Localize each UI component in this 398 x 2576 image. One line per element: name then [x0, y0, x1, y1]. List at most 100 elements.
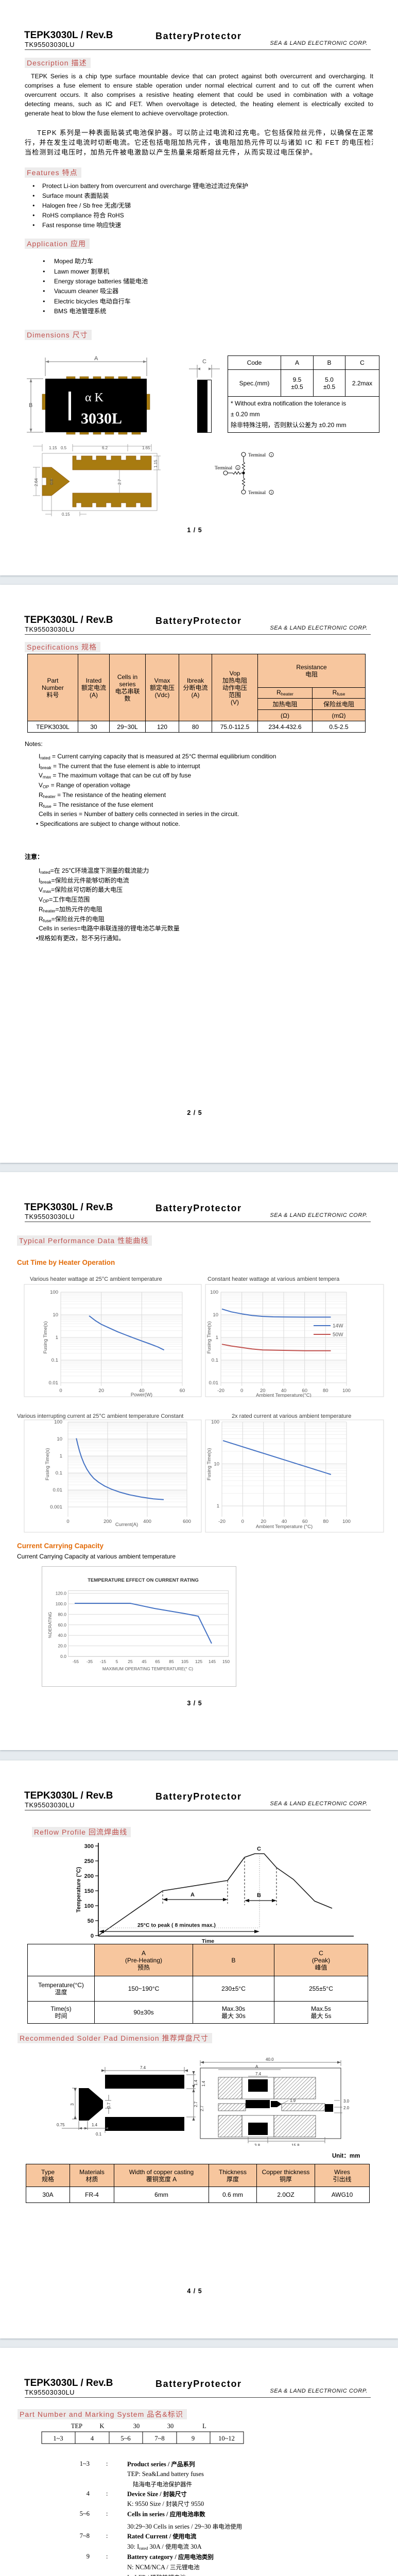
svg-text:C: C [202, 359, 206, 365]
svg-text:0: 0 [241, 1519, 244, 1524]
svg-text:145: 145 [209, 1659, 216, 1664]
svg-text:0.75: 0.75 [57, 2123, 65, 2127]
svg-text:1: 1 [216, 1335, 218, 1341]
svg-text:B: B [29, 402, 32, 409]
svg-text:30: 30 [133, 2422, 140, 2430]
svg-text:0: 0 [59, 1388, 62, 1394]
svg-text:Time: Time [202, 1938, 214, 1944]
svg-text:6.2: 6.2 [102, 446, 108, 450]
svg-text:40: 40 [139, 1388, 145, 1394]
svg-text:0.1: 0.1 [212, 1358, 218, 1363]
svg-text:Temperature (°C): Temperature (°C) [76, 1867, 82, 1912]
svg-text:Terminal: Terminal [248, 490, 266, 496]
svg-text:1: 1 [270, 453, 272, 457]
svg-text:A: A [191, 1892, 195, 1898]
svg-text:0.1: 0.1 [56, 1470, 62, 1476]
svg-text:45: 45 [142, 1659, 147, 1664]
svg-text:Fusing Time(s): Fusing Time(s) [206, 1321, 212, 1354]
svg-text:C: C [257, 1846, 261, 1852]
svg-text:K: K [99, 2422, 104, 2430]
svg-text:0.01: 0.01 [49, 1380, 59, 1386]
svg-text:250: 250 [84, 1858, 94, 1865]
svg-text:0.7: 0.7 [107, 2102, 111, 2108]
svg-text:1.65: 1.65 [142, 446, 150, 450]
svg-text:4: 4 [91, 2435, 94, 2442]
svg-text:100: 100 [50, 1290, 58, 1295]
svg-text:60: 60 [180, 1388, 185, 1394]
svg-text:%DERATING: %DERATING [47, 1612, 53, 1638]
svg-text:1: 1 [217, 1503, 219, 1509]
svg-text:0.01: 0.01 [209, 1380, 219, 1386]
svg-text:0: 0 [91, 1933, 94, 1939]
svg-text:2.0: 2.0 [343, 2106, 350, 2110]
svg-text:Ambient Temperature (°C): Ambient Temperature (°C) [256, 1524, 313, 1530]
svg-text:10: 10 [57, 1436, 62, 1442]
svg-text:2.7: 2.7 [194, 2101, 198, 2107]
svg-text:0.001: 0.001 [50, 1504, 62, 1510]
svg-text:200: 200 [84, 1873, 94, 1879]
svg-text:2: 2 [237, 466, 238, 470]
svg-text:0.01: 0.01 [53, 1487, 63, 1493]
svg-text:0.1: 0.1 [96, 2132, 102, 2137]
svg-text:25: 25 [128, 1659, 133, 1664]
svg-text:0: 0 [240, 1388, 243, 1394]
svg-text:Fusing Time(s): Fusing Time(s) [206, 1448, 212, 1481]
svg-text:2.7: 2.7 [117, 479, 122, 485]
svg-text:100: 100 [210, 1290, 218, 1295]
svg-text:-55: -55 [73, 1659, 79, 1664]
svg-text:Fusing Time(s): Fusing Time(s) [45, 1448, 50, 1481]
svg-text:100.0: 100.0 [56, 1601, 67, 1606]
svg-text:150: 150 [222, 1659, 230, 1664]
svg-text:1.4: 1.4 [92, 2123, 98, 2127]
svg-text:7.4: 7.4 [255, 2072, 262, 2076]
svg-text:-20: -20 [218, 1519, 226, 1524]
svg-text:3030L: 3030L [81, 410, 122, 427]
svg-text:40.0: 40.0 [266, 2057, 274, 2062]
svg-text:100: 100 [342, 1519, 351, 1524]
svg-text:B: B [257, 1892, 261, 1899]
svg-text:10: 10 [53, 1312, 58, 1318]
svg-text:Terminal: Terminal [215, 466, 233, 471]
svg-text:0.0: 0.0 [60, 1654, 66, 1659]
svg-text:Current(A): Current(A) [115, 1522, 138, 1528]
svg-text:MAXIMUM OPERATING TEMPERATURE(: MAXIMUM OPERATING TEMPERATURE(° C) [102, 1666, 193, 1671]
svg-text:TEP: TEP [71, 2422, 82, 2430]
svg-text:100: 100 [342, 1388, 351, 1394]
svg-text:Power(W): Power(W) [131, 1392, 152, 1397]
svg-text:1.4: 1.4 [201, 2080, 206, 2087]
svg-text:15.8: 15.8 [291, 2143, 300, 2146]
svg-text:25°C to peak ( 8 minutes max.): 25°C to peak ( 8 minutes max.) [137, 1922, 216, 1928]
svg-text:α K: α K [85, 391, 104, 404]
svg-text:50W: 50W [333, 1332, 343, 1338]
svg-text:Ambient Temperature(°C): Ambient Temperature(°C) [256, 1393, 312, 1397]
svg-text:10: 10 [213, 1312, 218, 1318]
svg-text:20: 20 [98, 1388, 104, 1394]
svg-text:0: 0 [66, 1519, 69, 1524]
svg-text:1: 1 [56, 1335, 58, 1341]
svg-text:1.15: 1.15 [153, 460, 158, 468]
svg-text:600: 600 [183, 1519, 191, 1524]
svg-text:Fusing Time(s): Fusing Time(s) [43, 1321, 48, 1354]
svg-text:50: 50 [88, 1918, 94, 1924]
svg-text:7.4: 7.4 [140, 2065, 146, 2070]
svg-text:1.4: 1.4 [194, 2079, 198, 2086]
svg-text:100: 100 [54, 1419, 62, 1425]
svg-text:0.8: 0.8 [49, 479, 54, 485]
svg-text:125: 125 [195, 1659, 202, 1664]
svg-text:1: 1 [60, 1453, 62, 1459]
svg-text:9: 9 [192, 2435, 195, 2442]
svg-text:0.15: 0.15 [62, 512, 70, 517]
svg-text:150: 150 [84, 1888, 94, 1894]
svg-text:85: 85 [169, 1659, 174, 1664]
svg-text:1.9: 1.9 [290, 2098, 296, 2103]
svg-text:3.8: 3.8 [254, 2143, 261, 2146]
svg-text:80.0: 80.0 [58, 1612, 66, 1617]
svg-text:5~6: 5~6 [120, 2435, 130, 2442]
svg-text:10: 10 [214, 1462, 219, 1467]
svg-text:40: 40 [281, 1388, 287, 1394]
svg-text:A: A [94, 355, 98, 362]
svg-text:7~8: 7~8 [154, 2435, 164, 2442]
svg-text:65: 65 [155, 1659, 160, 1664]
svg-text:-35: -35 [86, 1659, 93, 1664]
svg-text:3: 3 [70, 2103, 75, 2106]
